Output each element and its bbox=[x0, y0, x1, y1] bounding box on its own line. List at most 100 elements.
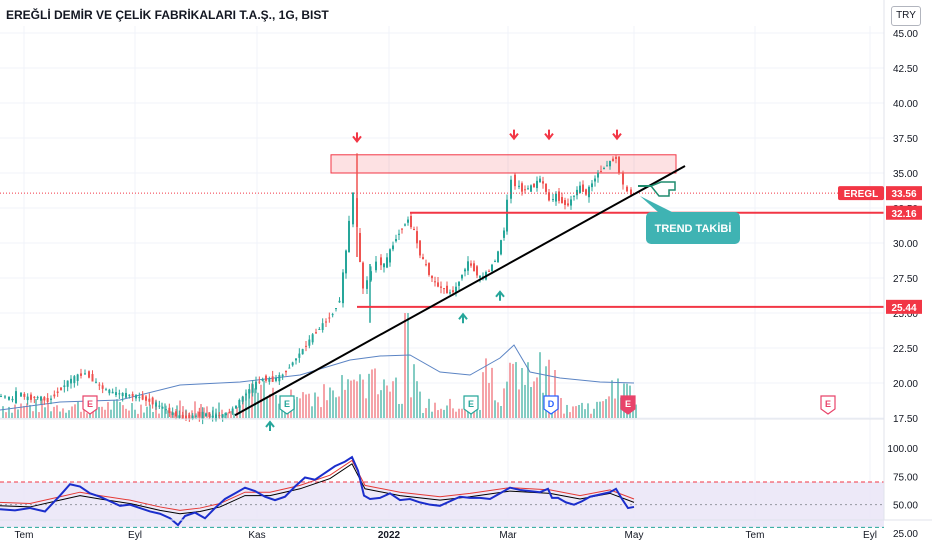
candle-body bbox=[0, 396, 2, 398]
candle-body bbox=[56, 391, 59, 393]
volume-bar bbox=[41, 398, 43, 418]
candle-body bbox=[36, 397, 39, 399]
candle-body bbox=[446, 285, 448, 294]
candle-body bbox=[497, 251, 499, 262]
candle-body bbox=[440, 286, 442, 288]
volume-bar bbox=[362, 379, 364, 418]
rsi-tick-label: 25.00 bbox=[893, 529, 918, 540]
volume-bar bbox=[77, 401, 79, 418]
candle-body bbox=[46, 398, 49, 403]
volume-bar bbox=[23, 406, 25, 418]
volume-bar bbox=[134, 409, 136, 418]
volume-bar bbox=[275, 394, 277, 418]
currency-button[interactable]: TRY bbox=[891, 6, 921, 26]
volume-bar bbox=[233, 413, 235, 418]
candle-body bbox=[413, 228, 415, 231]
candle-body bbox=[331, 314, 334, 316]
candle-body bbox=[245, 394, 247, 396]
rsi-line bbox=[0, 455, 635, 527]
volume-bar bbox=[449, 398, 451, 418]
candle-body bbox=[473, 263, 475, 271]
volume-bar bbox=[245, 389, 247, 418]
callout-text: TREND TAKİBİ bbox=[655, 222, 732, 235]
candle-body bbox=[121, 393, 124, 397]
volume-bar bbox=[425, 408, 427, 418]
candle-body bbox=[564, 200, 566, 205]
volume-bar bbox=[368, 373, 370, 418]
candle-body bbox=[321, 323, 324, 330]
event-badge-icon: E bbox=[82, 395, 98, 415]
volume-bar bbox=[323, 384, 325, 418]
candle-body bbox=[558, 191, 560, 201]
candle-body bbox=[370, 271, 372, 281]
candle-body bbox=[416, 231, 418, 244]
candle-body bbox=[594, 178, 596, 182]
candle-body bbox=[461, 274, 463, 279]
y-tick-label: 42.50 bbox=[893, 64, 918, 75]
volume-bar bbox=[17, 409, 19, 418]
volume-bars bbox=[0, 313, 637, 418]
candle-body bbox=[576, 189, 578, 196]
candle-body bbox=[345, 250, 347, 274]
volume-bar bbox=[191, 410, 193, 418]
candle-body bbox=[514, 174, 516, 187]
event-badge-icon: E bbox=[463, 395, 479, 415]
candle-body bbox=[271, 376, 274, 382]
volume-bar bbox=[86, 413, 88, 418]
candle-body bbox=[178, 415, 181, 418]
volume-bar bbox=[71, 406, 73, 418]
volume-bar bbox=[95, 406, 97, 418]
candle-body bbox=[545, 183, 547, 192]
volume-bar bbox=[410, 397, 412, 418]
volume-bar bbox=[461, 408, 463, 418]
rsi-tick-label: 100.00 bbox=[887, 444, 918, 455]
candle-body bbox=[389, 249, 391, 263]
x-tick-label: Tem bbox=[746, 530, 765, 541]
candle-body bbox=[191, 415, 194, 420]
candle-body bbox=[600, 171, 602, 173]
candle-body bbox=[135, 395, 137, 399]
volume-bar bbox=[578, 404, 580, 418]
candle-body bbox=[518, 185, 520, 187]
candle-body bbox=[570, 199, 572, 206]
volume-bar bbox=[593, 408, 595, 418]
volume-bar bbox=[521, 368, 523, 418]
candle-body bbox=[561, 197, 563, 204]
event-badge-shape bbox=[620, 395, 636, 415]
event-badge-letter: E bbox=[468, 399, 474, 409]
volume-bar bbox=[206, 406, 208, 418]
candle-body bbox=[533, 183, 535, 188]
volume-bar bbox=[533, 381, 535, 418]
volume-bar bbox=[500, 405, 502, 418]
volume-bar bbox=[131, 403, 133, 418]
volume-bar bbox=[101, 406, 103, 418]
candle-body bbox=[606, 165, 608, 167]
y-tick-label: 22.50 bbox=[893, 344, 918, 355]
volume-bar bbox=[80, 411, 82, 418]
chart-title: EREĞLİ DEMİR VE ÇELİK FABRİKALARI T.A.Ş.… bbox=[6, 8, 329, 22]
y-tick-label: 25.00 bbox=[893, 309, 918, 320]
rsi-black-line bbox=[0, 463, 635, 515]
rsi-tick-label: 50.00 bbox=[893, 501, 918, 512]
volume-bar bbox=[392, 381, 394, 418]
volume-bar bbox=[554, 370, 556, 418]
sell-arrow-icon bbox=[509, 129, 519, 141]
volume-bar bbox=[170, 411, 172, 418]
volume-bar bbox=[146, 406, 148, 418]
volume-bar bbox=[119, 402, 121, 418]
volume-bar bbox=[350, 380, 352, 418]
candle-body bbox=[422, 257, 424, 260]
volume-bar bbox=[542, 392, 544, 418]
candle-body bbox=[315, 332, 317, 334]
candle-body bbox=[542, 181, 544, 184]
volume-bar bbox=[242, 396, 244, 418]
candle-body bbox=[138, 397, 141, 399]
volume-bar bbox=[257, 392, 259, 418]
candle-body bbox=[524, 189, 526, 191]
volume-bar bbox=[374, 368, 376, 418]
candle-body bbox=[195, 415, 197, 417]
volume-bar bbox=[74, 404, 76, 418]
candle-body bbox=[395, 238, 397, 242]
candle-body bbox=[362, 262, 364, 289]
